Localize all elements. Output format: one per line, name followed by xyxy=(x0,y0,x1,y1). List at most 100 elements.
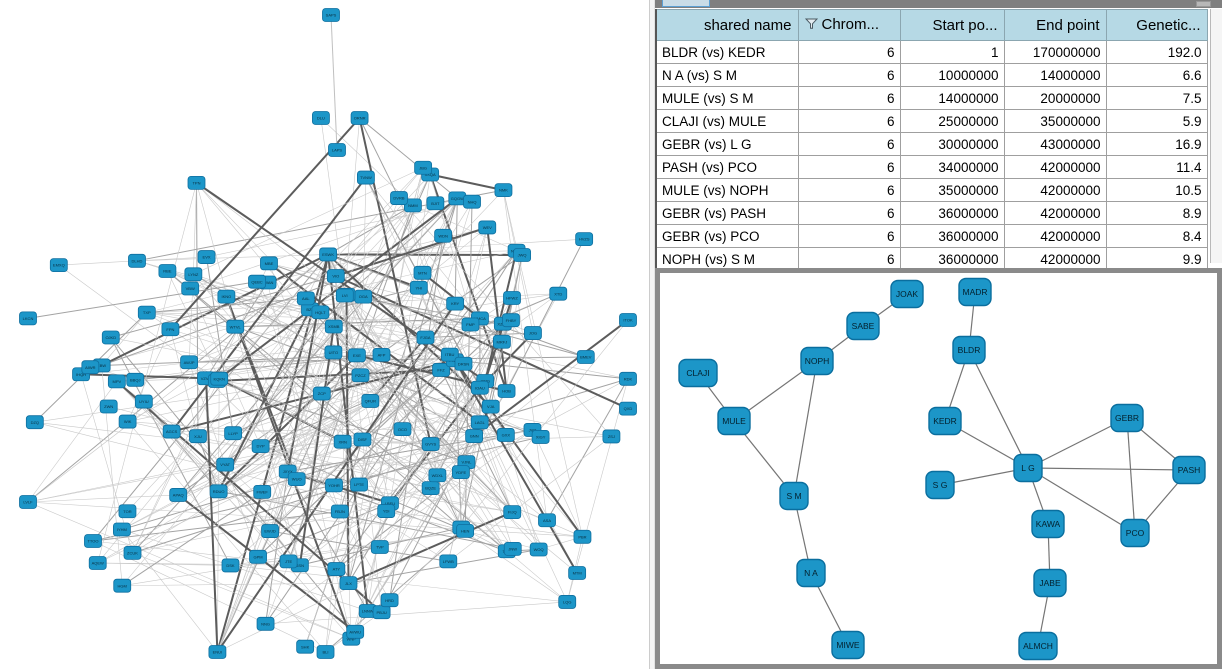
network-node[interactable]: LQG xyxy=(558,595,577,609)
network-node[interactable]: RDUO xyxy=(209,484,228,499)
table-cell[interactable]: 10.5 xyxy=(1105,178,1208,202)
network-node[interactable]: OJKD xyxy=(101,330,120,345)
network-edge[interactable] xyxy=(27,381,118,503)
network-node[interactable]: YDI xyxy=(377,504,396,518)
network-edge[interactable] xyxy=(216,368,442,382)
table-cell[interactable]: 16.9 xyxy=(1105,132,1208,156)
network-edge[interactable] xyxy=(34,421,461,473)
network-edge[interactable] xyxy=(260,446,301,566)
subnetwork-canvas[interactable]: JOAK MADR SABE BLDR NOPH CLAJI MULE KEDR GEBR L G… xyxy=(660,273,1217,664)
network-edge[interactable] xyxy=(136,254,329,262)
network-node[interactable]: AQEW xyxy=(88,556,107,570)
network-edge[interactable] xyxy=(146,227,488,313)
network-edge[interactable] xyxy=(305,298,539,550)
network-edge[interactable] xyxy=(484,250,518,382)
network-node[interactable]: RBE xyxy=(158,264,177,278)
network-node[interactable]: WTVL xyxy=(226,319,245,334)
network-edge[interactable] xyxy=(177,294,347,496)
network-node[interactable]: MADR xyxy=(958,277,992,307)
network-edge[interactable] xyxy=(328,253,523,257)
table-row[interactable]: PASH (vs) PCO 6 34000000 42000000 11.4 xyxy=(655,155,1208,179)
column-header-genetic[interactable]: Genetic... xyxy=(1105,9,1208,41)
network-edge[interactable] xyxy=(344,295,513,513)
network-node[interactable]: SABE xyxy=(846,311,880,341)
network-edge[interactable] xyxy=(286,254,330,472)
table-row[interactable]: GEBR (vs) PCO 6 36000000 42000000 8.4 xyxy=(655,224,1208,248)
network-node[interactable]: WEV xyxy=(478,220,497,235)
network-edge[interactable] xyxy=(218,490,513,550)
network-node[interactable]: EXE xyxy=(348,348,366,363)
network-node[interactable]: S G xyxy=(925,470,955,500)
network-edge[interactable] xyxy=(358,380,486,485)
network-node[interactable]: TOR xyxy=(118,504,137,519)
table-cell[interactable]: 1 xyxy=(899,40,1005,64)
network-edge[interactable] xyxy=(110,275,336,339)
network-edge[interactable] xyxy=(146,312,382,356)
network-edge[interactable] xyxy=(429,173,504,192)
network-edge[interactable] xyxy=(108,406,431,489)
column-header-start-po[interactable]: Start po... xyxy=(899,9,1005,41)
network-edge[interactable] xyxy=(448,436,612,562)
network-edge[interactable] xyxy=(287,471,513,513)
network-node[interactable]: MPV xyxy=(107,374,126,389)
network-edge[interactable] xyxy=(143,401,352,639)
network-node[interactable]: LKCN xyxy=(19,311,37,326)
network-node[interactable]: EMXQ xyxy=(49,258,68,273)
table-cell[interactable]: 6 xyxy=(797,224,901,248)
network-edge[interactable] xyxy=(335,174,431,277)
network-edge[interactable] xyxy=(188,254,329,363)
network-node[interactable]: HEN xyxy=(456,523,475,538)
table-cell[interactable]: 6.6 xyxy=(1105,63,1208,87)
column-header-end-point[interactable]: End point xyxy=(1003,9,1107,41)
network-edge[interactable] xyxy=(1027,467,1190,471)
network-edge[interactable] xyxy=(193,182,197,275)
table-cell[interactable]: 8.9 xyxy=(1105,201,1208,225)
network-node[interactable]: PCO xyxy=(1120,518,1150,548)
network-node[interactable]: ZCP xyxy=(312,386,331,401)
table-cell[interactable]: BLDR (vs) KEDR xyxy=(655,40,799,64)
network-edge[interactable] xyxy=(412,205,517,252)
network-edge[interactable] xyxy=(360,374,548,521)
table-cell[interactable]: 34000000 xyxy=(899,155,1005,179)
network-node[interactable]: ATY xyxy=(327,562,346,576)
network-edge[interactable] xyxy=(421,272,481,320)
network-node[interactable]: WUO xyxy=(287,472,306,487)
table-cell[interactable]: 42000000 xyxy=(1003,224,1107,248)
network-node[interactable]: ENUI xyxy=(208,645,227,659)
network-node[interactable]: QEBC xyxy=(248,274,266,289)
network-edge[interactable] xyxy=(27,441,343,503)
network-edge[interactable] xyxy=(461,319,629,528)
network-node[interactable]: BBQJ xyxy=(126,372,145,387)
network-node[interactable]: XTD xyxy=(549,286,568,301)
network-edge[interactable] xyxy=(454,360,462,528)
network-edge[interactable] xyxy=(339,439,363,512)
table-cell[interactable]: MULE (vs) NOPH xyxy=(655,178,799,202)
network-edge[interactable] xyxy=(219,167,424,379)
network-node[interactable]: LLYP xyxy=(224,426,243,441)
network-node[interactable]: FHBY xyxy=(502,313,520,328)
network-node[interactable]: XRN xyxy=(333,434,352,449)
network-node[interactable]: ORNR xyxy=(350,111,369,125)
network-edge[interactable] xyxy=(325,511,341,653)
network-node[interactable]: FWEF xyxy=(253,484,272,499)
network-node[interactable]: PZCZ xyxy=(351,368,370,383)
network-edge[interactable] xyxy=(177,494,356,633)
network-edge[interactable] xyxy=(169,117,361,330)
network-edge[interactable] xyxy=(532,429,583,537)
network-node[interactable]: TPN xyxy=(187,175,206,190)
network-node[interactable]: GNN xyxy=(465,429,484,443)
network-node[interactable]: N A xyxy=(796,558,826,588)
network-edge[interactable] xyxy=(234,326,390,601)
network-edge[interactable] xyxy=(360,293,559,376)
table-cell[interactable]: 11.4 xyxy=(1105,155,1208,179)
network-node[interactable]: L G xyxy=(1013,453,1043,483)
network-node[interactable]: JABE xyxy=(1033,568,1067,598)
table-cell[interactable]: GEBR (vs) PCO xyxy=(655,224,799,248)
network-node[interactable]: FMP xyxy=(461,317,480,332)
network-edge[interactable] xyxy=(335,226,488,277)
network-edge[interactable] xyxy=(454,360,568,603)
table-cell[interactable]: 6 xyxy=(797,40,901,64)
network-node[interactable]: HQLT xyxy=(311,305,330,320)
table-cell[interactable]: 6 xyxy=(797,109,901,133)
network-edge[interactable] xyxy=(473,319,629,437)
